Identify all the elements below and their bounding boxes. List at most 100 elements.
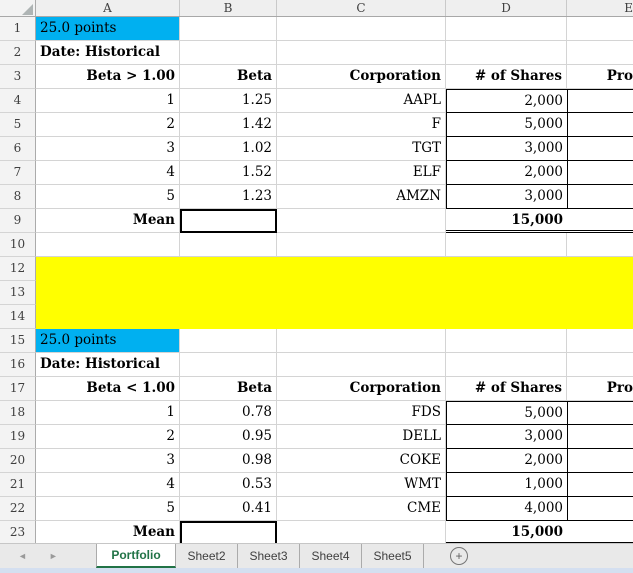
cell-B4[interactable]: 1.25 — [180, 89, 277, 113]
cell-E20[interactable] — [567, 449, 633, 473]
cell-A7[interactable]: 4 — [36, 161, 180, 185]
cell-A22[interactable]: 5 — [36, 497, 180, 521]
cell-E12[interactable] — [567, 257, 633, 281]
cell-E15[interactable] — [567, 329, 633, 353]
cell-B16[interactable] — [180, 353, 277, 377]
cell-C7[interactable]: ELF — [277, 161, 446, 185]
cell-E2[interactable] — [567, 41, 633, 65]
cell-A18[interactable]: 1 — [36, 401, 180, 425]
cell-B18[interactable]: 0.78 — [180, 401, 277, 425]
cell-C2[interactable] — [277, 41, 446, 65]
cell-D12[interactable] — [446, 257, 567, 281]
cell-D18[interactable]: 5,000 — [446, 401, 567, 425]
cell-C12[interactable] — [277, 257, 446, 281]
cell-B13[interactable] — [180, 281, 277, 305]
cell-B14[interactable] — [180, 305, 277, 329]
row-header-15[interactable]: 15 — [0, 329, 36, 353]
row-header-21[interactable]: 21 — [0, 473, 36, 497]
cell-D15[interactable] — [446, 329, 567, 353]
tab-scroll-right-icon[interactable]: ► — [48, 551, 58, 561]
cell-C19[interactable]: DELL — [277, 425, 446, 449]
cell-E16[interactable] — [567, 353, 633, 377]
cell-C23[interactable] — [277, 521, 446, 545]
cell-E19[interactable] — [567, 425, 633, 449]
cell-C22[interactable]: CME — [277, 497, 446, 521]
cell-A3[interactable]: Beta > 1.00 — [36, 65, 180, 89]
row-header-10[interactable]: 10 — [0, 233, 36, 257]
cell-C8[interactable]: AMZN — [277, 185, 446, 209]
cell-D3[interactable]: # of Shares — [446, 65, 567, 89]
row-header-20[interactable]: 20 — [0, 449, 36, 473]
row-header-12[interactable]: 12 — [0, 257, 36, 281]
cell-D7[interactable]: 2,000 — [446, 161, 567, 185]
cell-A20[interactable]: 3 — [36, 449, 180, 473]
row-header-19[interactable]: 19 — [0, 425, 36, 449]
cell-B1[interactable] — [180, 17, 277, 41]
cell-B6[interactable]: 1.02 — [180, 137, 277, 161]
cell-A10[interactable] — [36, 233, 180, 257]
cell-B20[interactable]: 0.98 — [180, 449, 277, 473]
cell-C5[interactable]: F — [277, 113, 446, 137]
row-header-8[interactable]: 8 — [0, 185, 36, 209]
select-all-button[interactable] — [0, 0, 36, 16]
cell-B5[interactable]: 1.42 — [180, 113, 277, 137]
row-header-7[interactable]: 7 — [0, 161, 36, 185]
cell-E6[interactable] — [567, 137, 633, 161]
cell-D13[interactable] — [446, 281, 567, 305]
cell-A21[interactable]: 4 — [36, 473, 180, 497]
row-header-1[interactable]: 1 — [0, 17, 36, 41]
sheet-tab-sheet2[interactable]: Sheet2 — [176, 544, 238, 568]
row-header-13[interactable]: 13 — [0, 281, 36, 305]
cell-C16[interactable] — [277, 353, 446, 377]
cell-D8[interactable]: 3,000 — [446, 185, 567, 209]
sheet-tab-sheet5[interactable]: Sheet5 — [362, 544, 424, 568]
row-header-16[interactable]: 16 — [0, 353, 36, 377]
row-header-5[interactable]: 5 — [0, 113, 36, 137]
row-header-3[interactable]: 3 — [0, 65, 36, 89]
cell-A17[interactable]: Beta < 1.00 — [36, 377, 180, 401]
cell-D9[interactable]: 15,000 — [446, 209, 567, 233]
cell-E8[interactable] — [567, 185, 633, 209]
cell-B17[interactable]: Beta — [180, 377, 277, 401]
cell-D19[interactable]: 3,000 — [446, 425, 567, 449]
cell-A19[interactable]: 2 — [36, 425, 180, 449]
cell-E18[interactable] — [567, 401, 633, 425]
cell-A15[interactable]: 25.0 points — [36, 329, 180, 353]
cell-B8[interactable]: 1.23 — [180, 185, 277, 209]
cell-B3[interactable]: Beta — [180, 65, 277, 89]
cell-D10[interactable] — [446, 233, 567, 257]
row-header-23[interactable]: 23 — [0, 521, 36, 545]
cell-E1[interactable] — [567, 17, 633, 41]
cell-E17[interactable]: Pro — [567, 377, 633, 401]
cell-B7[interactable]: 1.52 — [180, 161, 277, 185]
row-header-18[interactable]: 18 — [0, 401, 36, 425]
cell-E22[interactable] — [567, 497, 633, 521]
column-header-A[interactable]: A — [36, 0, 180, 16]
sheet-tab-sheet3[interactable]: Sheet3 — [238, 544, 300, 568]
cell-A8[interactable]: 5 — [36, 185, 180, 209]
cell-E9[interactable] — [567, 209, 633, 233]
cell-C15[interactable] — [277, 329, 446, 353]
cell-D20[interactable]: 2,000 — [446, 449, 567, 473]
cell-E14[interactable] — [567, 305, 633, 329]
column-header-C[interactable]: C — [277, 0, 446, 16]
cell-B15[interactable] — [180, 329, 277, 353]
cell-A14[interactable] — [36, 305, 180, 329]
cell-A4[interactable]: 1 — [36, 89, 180, 113]
cell-A16[interactable]: Date: Historical — [36, 353, 180, 377]
cell-B19[interactable]: 0.95 — [180, 425, 277, 449]
cell-D21[interactable]: 1,000 — [446, 473, 567, 497]
cell-C1[interactable] — [277, 17, 446, 41]
column-header-B[interactable]: B — [180, 0, 277, 16]
cell-A23[interactable]: Mean — [36, 521, 180, 545]
cell-A9[interactable]: Mean — [36, 209, 180, 233]
sheet-tab-portfolio[interactable]: Portfolio — [96, 544, 176, 568]
cell-C3[interactable]: Corporation — [277, 65, 446, 89]
column-header-D[interactable]: D — [446, 0, 567, 16]
row-header-2[interactable]: 2 — [0, 41, 36, 65]
cell-C6[interactable]: TGT — [277, 137, 446, 161]
row-header-22[interactable]: 22 — [0, 497, 36, 521]
sheet-tab-sheet4[interactable]: Sheet4 — [300, 544, 362, 568]
row-header-6[interactable]: 6 — [0, 137, 36, 161]
cell-A6[interactable]: 3 — [36, 137, 180, 161]
